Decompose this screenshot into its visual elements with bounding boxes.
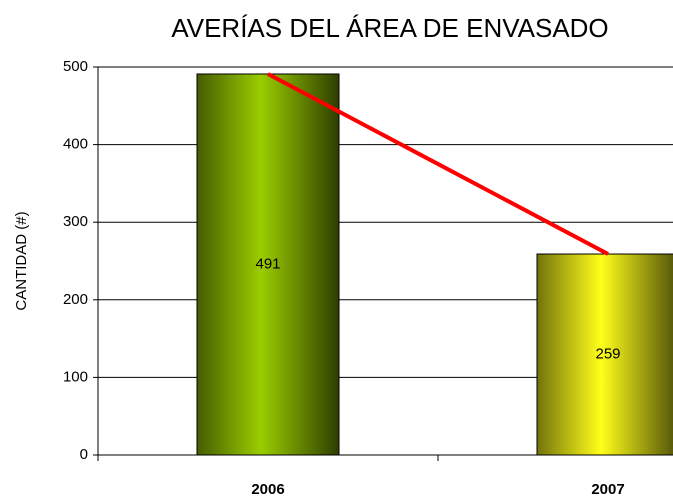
y-tick-label: 200 — [63, 291, 88, 308]
y-tick-label: 0 — [80, 446, 88, 463]
bar — [536, 253, 673, 456]
y-tick-label: 100 — [63, 368, 88, 385]
y-tick-label: 500 — [63, 58, 88, 75]
y-axis-label: CANTIDAD (#) — [13, 211, 30, 310]
y-tick-label: 400 — [63, 136, 88, 153]
data-label: 259 — [595, 345, 620, 362]
chart-title: AVERÍAS DEL ÁREA DE ENVASADO — [171, 13, 608, 43]
data-label: 491 — [255, 255, 280, 272]
trend-line — [267, 72, 609, 256]
x-tick-label: 2007 — [591, 481, 624, 498]
x-tick-label: 2006 — [251, 481, 284, 498]
y-tick-label: 300 — [63, 213, 88, 230]
bar — [196, 73, 340, 456]
